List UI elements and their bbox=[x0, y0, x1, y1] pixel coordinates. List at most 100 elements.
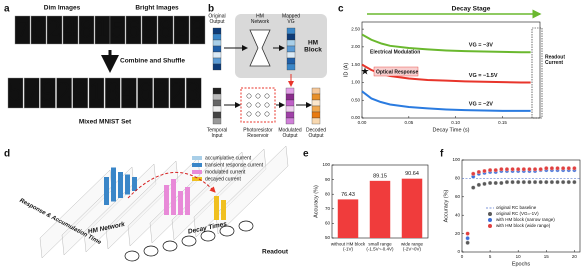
cell bbox=[285, 87, 295, 95]
legend-label: transient response current bbox=[205, 162, 264, 168]
point bbox=[566, 166, 571, 171]
digit-box bbox=[109, 15, 126, 45]
point bbox=[549, 179, 555, 185]
point bbox=[465, 236, 470, 241]
cell bbox=[285, 111, 295, 119]
digit-box bbox=[104, 77, 121, 109]
node bbox=[246, 111, 252, 117]
x-tick-label: 0.15 bbox=[498, 120, 507, 125]
panel-label: b bbox=[208, 4, 214, 15]
point bbox=[499, 167, 504, 172]
point bbox=[521, 179, 526, 185]
bar bbox=[125, 174, 130, 195]
digit: 1 bbox=[89, 79, 104, 107]
legend-swatch bbox=[488, 218, 492, 222]
digit: 8 bbox=[79, 17, 93, 43]
cell bbox=[286, 39, 296, 47]
bar bbox=[118, 172, 123, 198]
annotation: Electrical Modulation bbox=[370, 49, 420, 55]
digit: 1 bbox=[95, 17, 109, 43]
point bbox=[544, 179, 549, 185]
value-label: 90.64 bbox=[405, 171, 419, 177]
point bbox=[527, 167, 532, 172]
point bbox=[516, 179, 521, 185]
digit-box bbox=[24, 77, 40, 109]
digit: 4 bbox=[63, 17, 77, 43]
y-tick-label: 20 bbox=[455, 231, 461, 236]
legend-label: with HM block (narrow range) bbox=[496, 217, 555, 222]
digit-box bbox=[169, 77, 186, 109]
point bbox=[471, 171, 476, 176]
digit: 2 bbox=[47, 17, 61, 43]
point bbox=[504, 167, 510, 172]
cell bbox=[212, 33, 222, 41]
x-tick-label: 0 bbox=[461, 254, 464, 259]
legend-swatch bbox=[192, 170, 202, 174]
y-tick-label: 0.50 bbox=[351, 97, 360, 102]
y-tick-label: 40 bbox=[455, 212, 461, 217]
y-tick-label: 2.50 bbox=[351, 26, 360, 31]
point bbox=[487, 167, 493, 173]
digit-box bbox=[62, 15, 79, 45]
bar bbox=[132, 177, 137, 191]
y-tick-label: 1.50 bbox=[351, 62, 360, 67]
node bbox=[255, 93, 261, 99]
point bbox=[476, 169, 482, 175]
annotation-box bbox=[373, 66, 419, 77]
y-tick-label: 100 bbox=[322, 162, 330, 167]
readout-box bbox=[531, 27, 543, 119]
bar bbox=[214, 196, 219, 220]
digit: 9 bbox=[73, 79, 88, 107]
point bbox=[555, 179, 560, 185]
node bbox=[255, 111, 261, 117]
digit-box bbox=[7, 77, 24, 109]
point bbox=[493, 180, 498, 186]
legend-swatch bbox=[192, 177, 202, 181]
y-tick-label: 80 bbox=[325, 191, 331, 196]
panel-label: c bbox=[338, 4, 344, 15]
legend-label: original RC (VG=-1V) bbox=[496, 211, 539, 216]
legend-swatch bbox=[192, 163, 202, 167]
dim-title: Dim Images bbox=[44, 5, 81, 12]
label: Modulated Output bbox=[278, 128, 302, 140]
x-tick-label: small range (-1.5V~-0.4V) bbox=[366, 242, 394, 252]
bar bbox=[178, 191, 183, 215]
x-tick-label: 0.05 bbox=[404, 120, 413, 125]
bar bbox=[111, 167, 116, 202]
bar bbox=[164, 185, 169, 215]
bar bbox=[337, 199, 359, 238]
panel-label: e bbox=[303, 149, 309, 160]
label: Photoresistor Reservoir bbox=[243, 128, 273, 140]
bright-title: Bright Images bbox=[135, 5, 179, 12]
digit: 4 bbox=[121, 79, 136, 107]
cell bbox=[286, 27, 296, 35]
label: HM Network bbox=[251, 14, 270, 26]
digit-box bbox=[141, 15, 158, 45]
node bbox=[264, 93, 270, 99]
y-tick-label: 60 bbox=[455, 194, 461, 199]
cell bbox=[285, 105, 295, 113]
plane bbox=[215, 145, 289, 235]
point bbox=[527, 179, 532, 185]
label: Mapped VG bbox=[282, 14, 300, 26]
bar bbox=[185, 187, 190, 215]
digit: 0 bbox=[31, 17, 45, 43]
hourglass bbox=[249, 29, 271, 67]
series-label: VG = −3V bbox=[469, 43, 493, 49]
legend-swatch bbox=[488, 224, 492, 228]
label: Decoded Output bbox=[306, 128, 326, 140]
point bbox=[471, 185, 476, 190]
cell bbox=[285, 93, 295, 101]
x-tick-label: 0.10 bbox=[451, 120, 460, 125]
digit: 3 bbox=[190, 17, 204, 43]
label: Temporal Input bbox=[207, 128, 228, 140]
digit: 2 bbox=[174, 17, 188, 43]
digit: 8 bbox=[158, 17, 172, 43]
digit-box bbox=[78, 15, 95, 45]
plot-frame bbox=[361, 21, 541, 119]
panel-label: f bbox=[440, 149, 444, 160]
plot-frame bbox=[461, 159, 581, 253]
point bbox=[555, 166, 560, 171]
point bbox=[476, 182, 482, 187]
